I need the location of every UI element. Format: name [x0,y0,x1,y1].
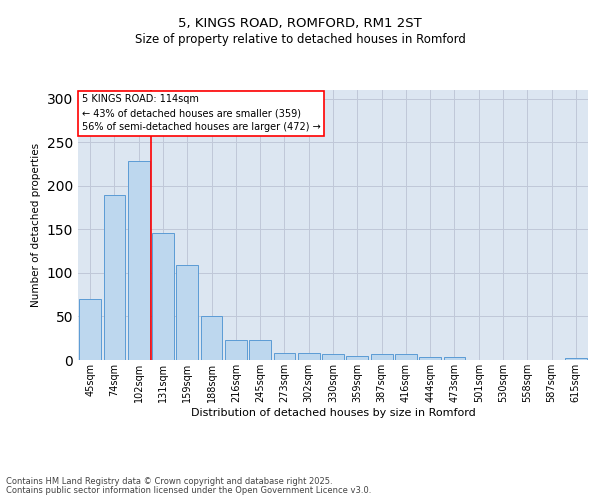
Text: Contains public sector information licensed under the Open Government Licence v3: Contains public sector information licen… [6,486,371,495]
Text: 5 KINGS ROAD: 114sqm
← 43% of detached houses are smaller (359)
56% of semi-deta: 5 KINGS ROAD: 114sqm ← 43% of detached h… [82,94,320,132]
Bar [104,194,125,360]
Text: Contains HM Land Registry data © Crown copyright and database right 2025.: Contains HM Land Registry data © Crown c… [6,477,332,486]
Bar [419,358,441,360]
Y-axis label: Number of detached properties: Number of detached properties [31,143,41,307]
Bar [176,265,198,360]
Bar [298,353,320,360]
Bar [200,316,223,360]
Bar [274,353,295,360]
Bar [128,162,149,360]
Bar [371,354,392,360]
Bar [322,354,344,360]
Text: Size of property relative to detached houses in Romford: Size of property relative to detached ho… [134,32,466,46]
Bar [225,340,247,360]
Bar [249,340,271,360]
X-axis label: Distribution of detached houses by size in Romford: Distribution of detached houses by size … [191,408,475,418]
Bar [79,299,101,360]
Bar [152,233,174,360]
Bar [395,354,417,360]
Text: 5, KINGS ROAD, ROMFORD, RM1 2ST: 5, KINGS ROAD, ROMFORD, RM1 2ST [178,18,422,30]
Bar [565,358,587,360]
Bar [443,356,466,360]
Bar [346,356,368,360]
